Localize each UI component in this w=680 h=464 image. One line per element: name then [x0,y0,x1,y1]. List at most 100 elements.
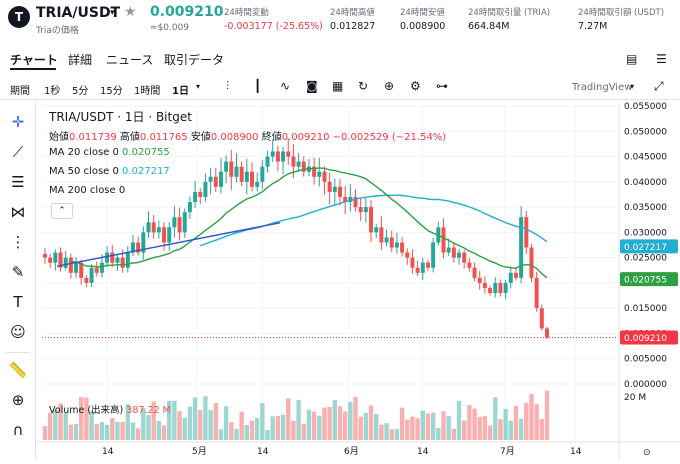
crosshair-icon[interactable]: ✛ [11,113,25,131]
candle-body [43,253,47,258]
star-icon[interactable]: ★ [124,4,137,20]
candle-body [410,257,415,268]
volume-label: Volume (出来高) [49,405,124,416]
tab-details[interactable]: 詳細 [68,53,93,67]
x-tick-label: 6月 [344,446,359,457]
interval-1s[interactable]: 1秒 [44,86,61,97]
chart-area[interactable]: 0.055000 0.050000 0.045000 0.040000 0.035000… [37,102,680,460]
zoom-in-icon[interactable]: ⊕ [11,391,25,409]
candle-body [74,262,79,273]
fullscreen-icon[interactable]: ⤢ [654,79,664,93]
calendar-icon[interactable]: ▦ [332,79,344,93]
volume-bar [461,420,467,440]
settings-gear-icon[interactable]: ⚙ [410,79,421,93]
interval-5m[interactable]: 5分 [72,86,89,97]
collapse-legend-button[interactable]: ⌃ [51,203,73,219]
ma50-legend[interactable]: MA 50 close 0 0.027217 [49,166,170,177]
candle-body [343,196,348,203]
tab-chart[interactable]: チャート [10,53,58,67]
candle-body [198,191,203,197]
trendline[interactable] [56,222,281,267]
low-value: 0.008900 [210,132,259,143]
volume-bar [275,415,281,440]
book-icon[interactable]: ▤ [626,52,638,66]
magnet-icon[interactable]: ∩ [12,421,24,439]
candle-body [99,262,104,273]
volume-bar [192,397,198,440]
volume-bar [58,403,63,440]
candle-body [482,282,487,288]
candle-body [244,171,249,182]
price-chart[interactable]: 0.055000 0.050000 0.045000 0.040000 0.035000… [37,102,680,460]
interval-period[interactable]: 期間 [10,86,30,97]
stat-label: 24時間安値 [400,8,445,18]
ma20-legend[interactable]: MA 20 close 0 0.020755 [49,147,170,158]
emoji-icon[interactable]: ☺ [10,323,26,341]
volume-bar [280,414,286,440]
refresh-icon[interactable]: ↻ [358,79,369,93]
volume-bar [503,408,508,440]
volume-bar [229,422,234,440]
layout-icon[interactable]: ⊶ [436,79,448,93]
volume-bar [544,390,550,440]
x-tick-label: 5月 [192,446,207,457]
candle-body [182,212,187,233]
candle-body [136,242,141,253]
volume-bar [379,424,384,440]
chevron-down-icon[interactable]: ▾ [630,82,635,91]
candle-body [79,262,84,278]
volume-bar [327,406,332,440]
volume-bar [296,400,301,440]
tab-trade-data[interactable]: 取引データ [164,53,225,67]
volume-bar [187,406,193,440]
candle-body [48,257,53,263]
volume-bar [104,424,110,440]
volume-bar [487,425,493,440]
y-tick-label: 0.055000 [624,102,667,112]
candle-body [115,257,120,263]
horizontal-lines-icon[interactable]: ☰ [11,173,25,191]
candle-body [317,171,322,177]
plus-circle-icon[interactable]: ⊕ [384,79,395,93]
candle-body [130,242,135,253]
volume-bar [89,411,94,440]
low-label: 安値 [190,132,211,143]
volume-bar [42,426,48,440]
indicators-icon[interactable]: ∿ [280,79,291,93]
volume-bar [493,397,498,440]
volume-bar [141,408,146,440]
brush-icon[interactable]: ✎ [11,263,25,281]
interval-1h[interactable]: 1時間 [134,86,161,97]
settings-icon[interactable]: ☰ [656,52,667,66]
ma200-label: MA 200 close 0 [49,185,126,196]
chevron-down-icon[interactable]: ▾ [196,82,201,91]
camera-icon[interactable]: ◙ [306,79,318,93]
pattern-icon[interactable]: ⋈ [10,203,26,221]
symbol-title[interactable]: TRIA/USDT [36,5,121,21]
tab-news[interactable]: ニュース [106,53,154,67]
candle-body [224,161,229,172]
candle-body [457,252,462,258]
candle-body [322,171,327,182]
active-tab-indicator [10,68,56,70]
ruler-icon[interactable]: 📏 [8,361,28,379]
last-price: 0.009210 [150,4,224,20]
interval-15m[interactable]: 15分 [100,86,123,97]
x-tick-label: 14 [417,447,429,457]
volume-bar [436,427,441,440]
text-icon[interactable]: T [13,293,23,311]
fib-icon[interactable]: ⋮ [10,233,26,251]
high-label: 高値 [119,132,140,143]
symbol-subtitle: Triaの価格 [36,26,79,36]
volume-bar [508,420,513,440]
trendline-icon[interactable]: ⟋ [12,143,24,161]
candle-body [420,262,425,273]
chevron-down-icon[interactable]: ▾ [110,8,115,18]
interval-1d[interactable]: 1日 [172,86,189,97]
candles-icon[interactable]: ┃ [254,79,262,93]
tradingview-selector[interactable]: TradingView [572,82,633,93]
volume-bar [198,410,203,440]
bar-chart-icon[interactable]: ⫶ [226,79,230,93]
ma200-legend[interactable]: MA 200 close 0 [49,185,125,196]
volume-bar [286,398,291,440]
